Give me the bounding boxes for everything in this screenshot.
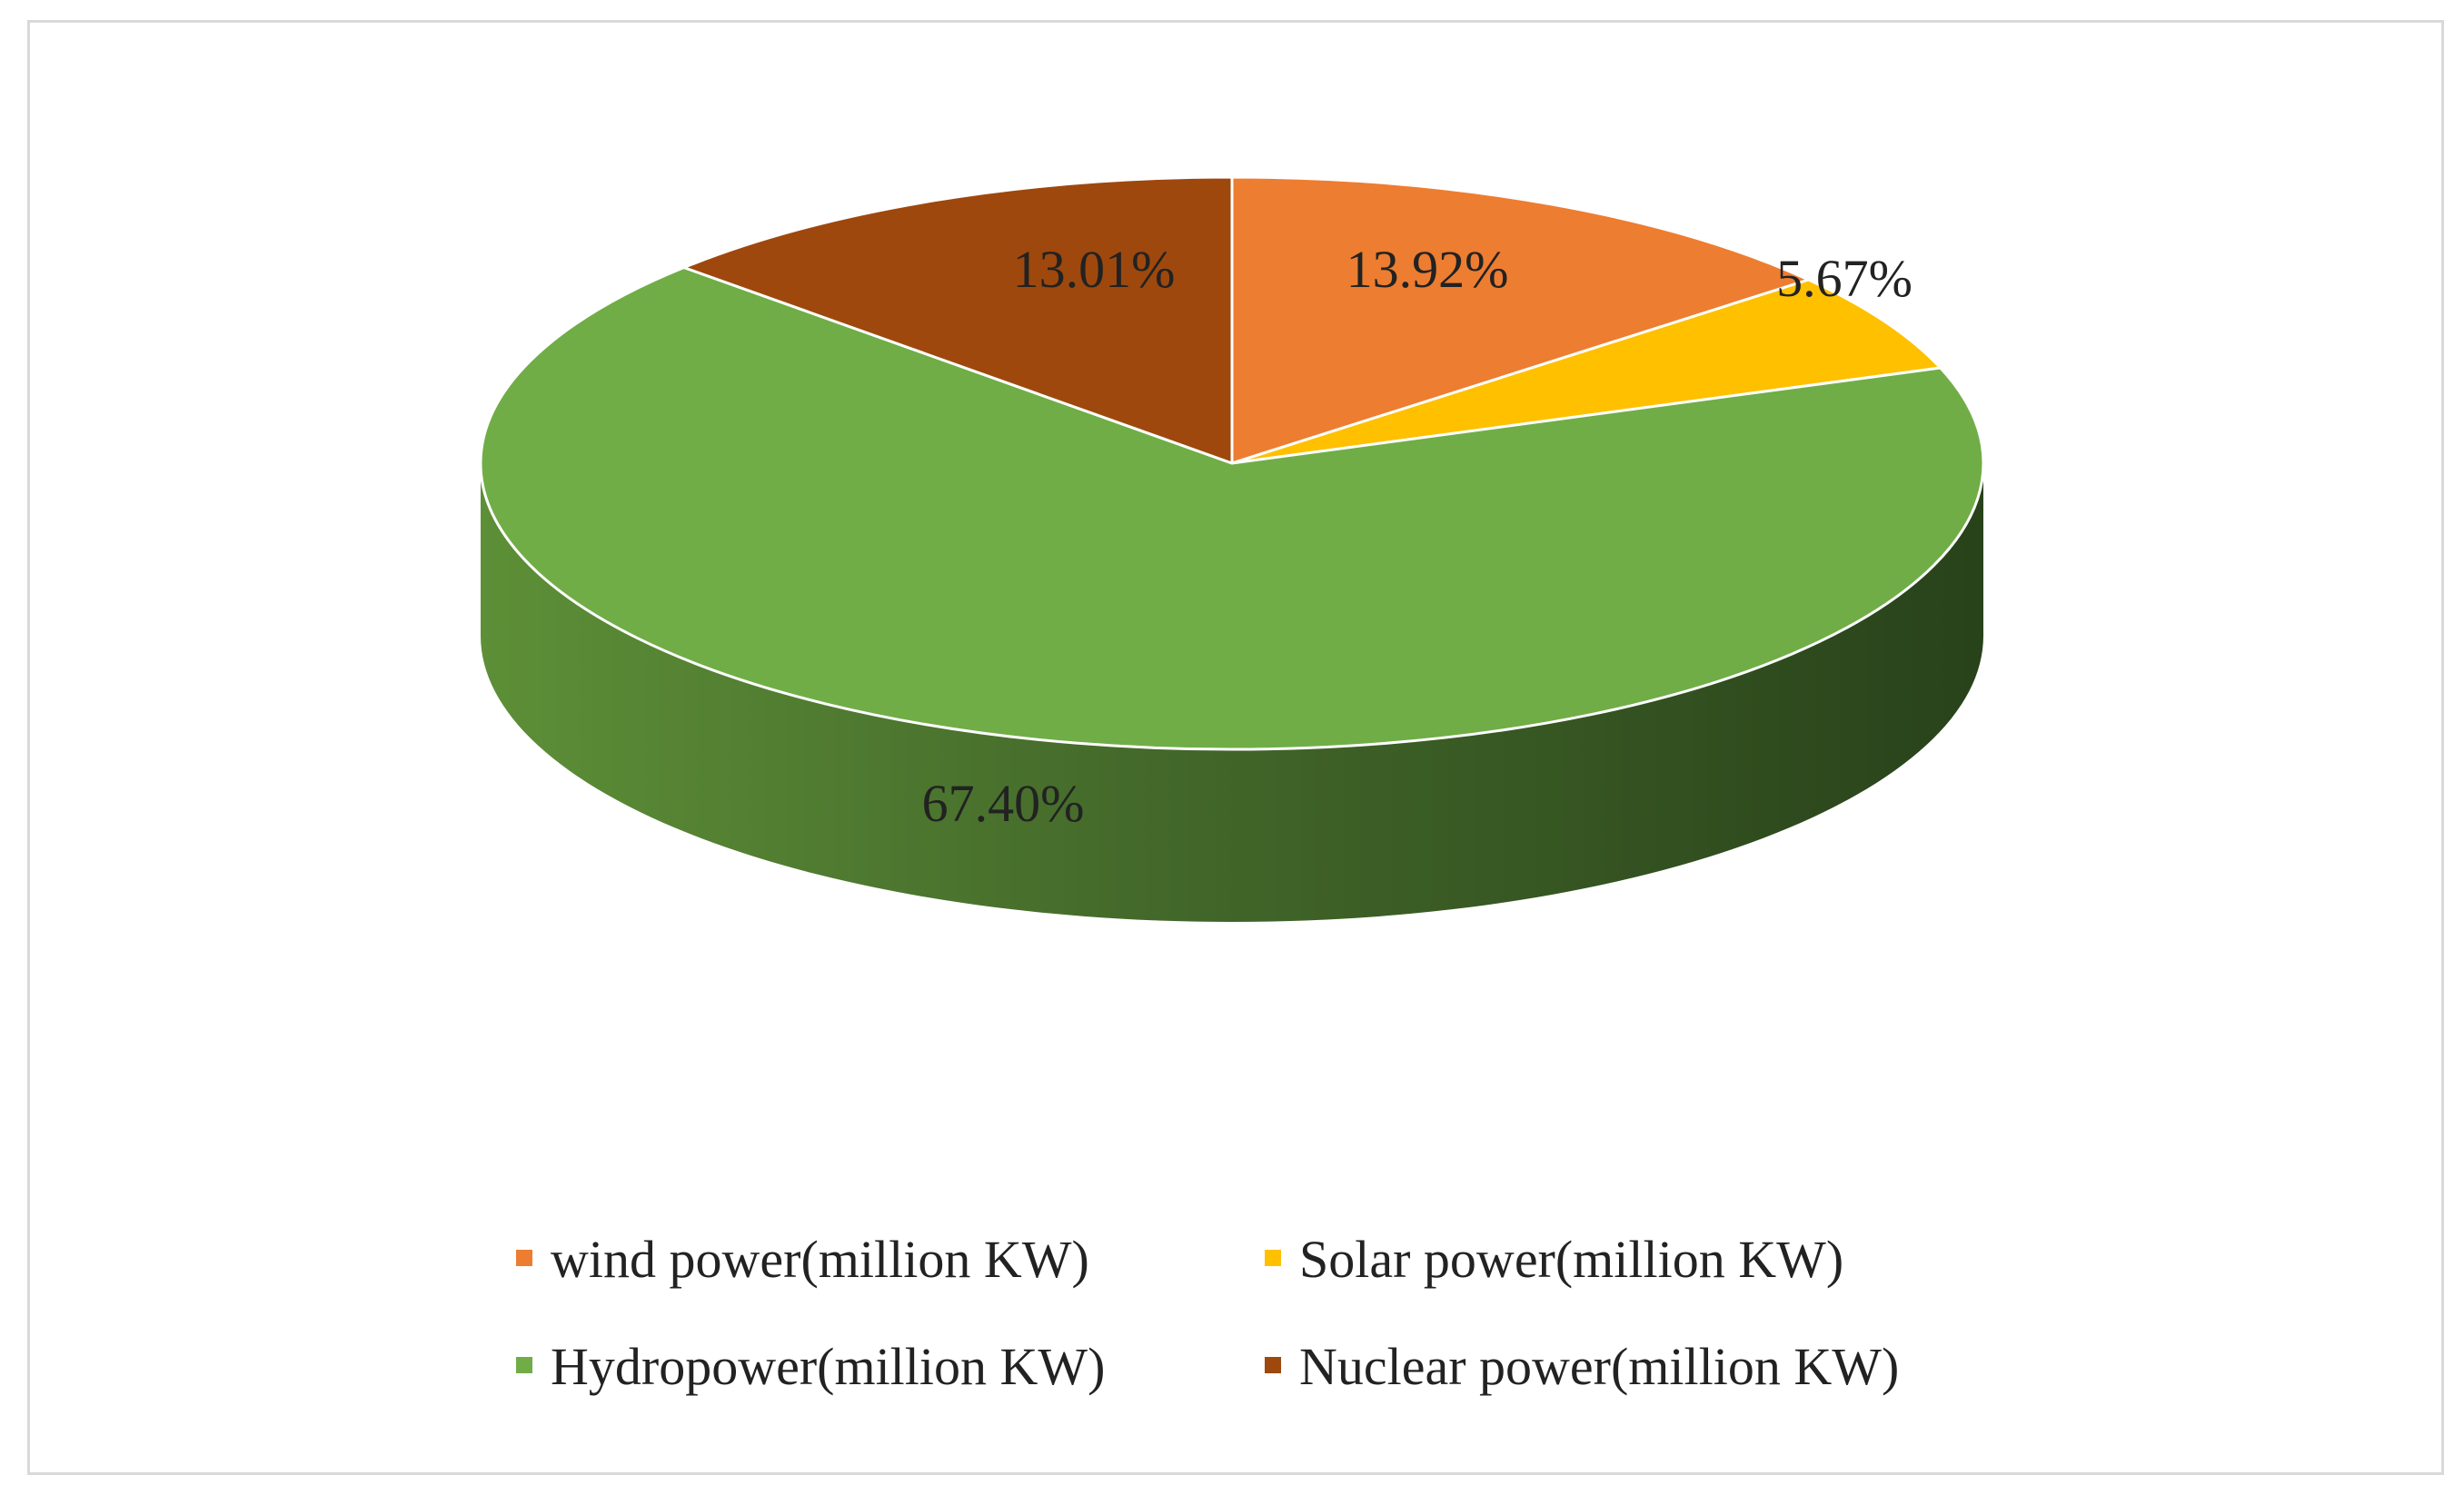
pie-side-group xyxy=(481,463,1983,922)
data-label-group: 13.92% 5.67% 67.40% 13.01% xyxy=(922,240,1913,833)
legend-item-nuclear-power: Nuclear power(million KW) xyxy=(1265,1337,1899,1396)
legend-label: Hydropower(million KW) xyxy=(551,1337,1105,1396)
data-label-hydropower: 67.40% xyxy=(922,774,1085,833)
legend-label: Nuclear power(million KW) xyxy=(1299,1337,1899,1396)
pie-side-hydropower xyxy=(481,463,1983,922)
pie-top-group xyxy=(479,175,1985,751)
legend-label: wind power(million KW) xyxy=(551,1230,1089,1289)
legend: wind power(million KW) Solar power(millio… xyxy=(516,1230,1899,1396)
data-label-wind-power: 13.92% xyxy=(1346,240,1509,299)
legend-swatch xyxy=(516,1250,532,1266)
legend-swatch xyxy=(1265,1357,1281,1373)
legend-swatch xyxy=(516,1357,532,1373)
pie-slice-wind-power xyxy=(1230,175,1811,465)
data-label-nuclear-power: 13.01% xyxy=(1013,240,1176,299)
pie-slice-solar-power xyxy=(1230,278,1942,465)
legend-label: Solar power(million KW) xyxy=(1299,1230,1843,1289)
pie-slice-nuclear-power xyxy=(682,175,1234,465)
legend-swatch xyxy=(1265,1250,1281,1266)
pie-slice-hydropower xyxy=(479,266,1985,751)
legend-item-solar-power: Solar power(million KW) xyxy=(1265,1230,1843,1289)
data-label-solar-power: 5.67% xyxy=(1776,249,1913,308)
legend-item-hydropower: Hydropower(million KW) xyxy=(516,1337,1105,1396)
legend-item-wind-power: wind power(million KW) xyxy=(516,1230,1089,1289)
